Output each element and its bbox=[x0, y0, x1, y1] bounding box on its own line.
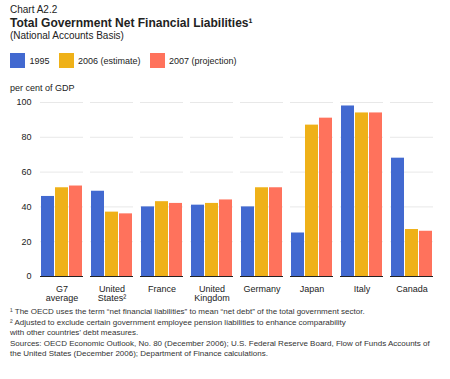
html-text:Total Government Net Financial: Total Government Net Financial Liabiliti… bbox=[10, 16, 253, 30]
svg-text:80: 80 bbox=[21, 132, 31, 142]
svg-text:100: 100 bbox=[16, 97, 31, 107]
svg-text:France: France bbox=[148, 283, 176, 293]
svg-text:G7average: G7average bbox=[46, 283, 79, 302]
html-text:² Adjusted to exclude certain: ² Adjusted to exclude certain government… bbox=[10, 318, 346, 337]
html-text:per cent of GDP: per cent of GDP bbox=[10, 82, 75, 93]
svg-text:Italy: Italy bbox=[354, 283, 371, 293]
svg-text:UnitedKingdom: UnitedKingdom bbox=[194, 283, 230, 302]
svg-text:20: 20 bbox=[21, 236, 31, 246]
svg-text:40: 40 bbox=[21, 201, 31, 211]
svg-text:UnitedStates²: UnitedStates² bbox=[98, 283, 127, 302]
svg-text:0: 0 bbox=[26, 271, 31, 281]
svg-text:Japan: Japan bbox=[300, 283, 325, 293]
html-text:2007 (projection): 2007 (projection) bbox=[169, 55, 237, 66]
svg-text:60: 60 bbox=[21, 166, 31, 176]
html-text:1995: 1995 bbox=[29, 55, 50, 66]
html-text:(National Accounts Basis): (National Accounts Basis) bbox=[10, 30, 124, 41]
html-text:¹ The OECD uses the term “net: ¹ The OECD uses the term “net financial … bbox=[10, 306, 365, 316]
html-text:2006 (estimate): 2006 (estimate) bbox=[78, 55, 141, 66]
svg-text:Germany: Germany bbox=[243, 283, 281, 293]
html-text:Sources: OECD Economic Outlook: Sources: OECD Economic Outlook, No. 80 (… bbox=[10, 339, 430, 358]
html-text:Chart A2.2: Chart A2.2 bbox=[10, 4, 58, 15]
svg-text:Canada: Canada bbox=[396, 283, 428, 293]
